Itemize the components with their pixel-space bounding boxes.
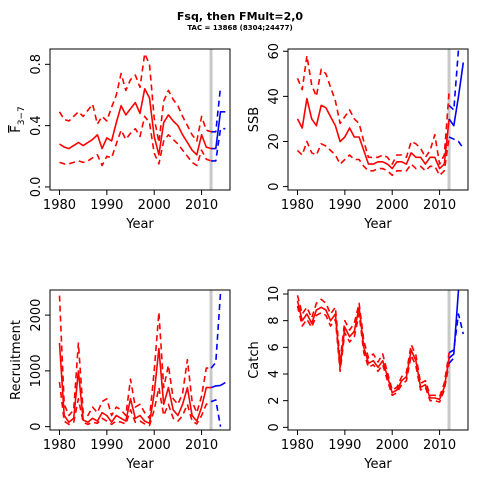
series-history-median (296, 300, 450, 401)
x-axis-label: Year (125, 217, 154, 232)
x-axis-label: Year (363, 217, 392, 232)
y-axis-label: Catch (247, 341, 262, 379)
series-history-upper (58, 52, 212, 144)
x-axis-label: Year (363, 457, 392, 472)
y-tick-label: 0.8 (29, 54, 44, 75)
series-projection-median (448, 62, 465, 127)
x-tick-label: 2000 (138, 438, 171, 453)
x-tick-label: 2010 (185, 198, 218, 213)
x-tick-label: 1980 (43, 438, 76, 453)
series-projection-upper (210, 292, 222, 369)
series-history-lower (296, 136, 450, 177)
y-tick-label: 1000 (29, 354, 44, 387)
y-tick-label: 0 (29, 423, 44, 431)
panel-f: 1980 1990 2000 2010 0.0 0.4 0.8 Year F3−7 (9, 48, 231, 232)
x-tick-label: 2000 (376, 198, 409, 213)
series-history-upper (296, 295, 450, 398)
series-history-lower (58, 381, 212, 427)
series-history-lower (296, 305, 450, 403)
x-tick-label: 2010 (185, 438, 218, 453)
y-axis-label: SSB (247, 107, 262, 132)
x-tick-label: 2010 (423, 438, 456, 453)
series-projection-lower (210, 399, 222, 427)
panel-catch: 1980 1990 2000 2010 0 2 4 6 8 10 Year Catch (247, 286, 469, 472)
series-projection-median (210, 381, 226, 389)
x-tick-label: 1990 (328, 198, 361, 213)
y-tick-label: 2 (267, 397, 282, 405)
series-history-lower (59, 115, 212, 167)
series-projection-lower (211, 127, 226, 162)
series-projection-lower (448, 136, 464, 149)
series-projection-upper (448, 49, 460, 111)
x-tick-label: 1980 (43, 198, 76, 213)
y-tick-label: 2000 (29, 299, 44, 332)
y-tick-label: 8 (267, 317, 282, 325)
panel-ssb: 1980 1990 2000 2010 0 20 40 60 Year SSB (247, 43, 469, 232)
y-axis-label: F3−7 (9, 106, 27, 132)
x-tick-label: 1980 (281, 198, 314, 213)
series-history-median (296, 97, 450, 170)
x-tick-label: 1990 (90, 438, 123, 453)
y-tick-label: 0.4 (29, 115, 44, 136)
series-history-median (59, 88, 212, 156)
x-tick-label: 2000 (138, 198, 171, 213)
y-axis-label: Recruitment (9, 320, 24, 400)
x-tick-label: 1990 (90, 198, 123, 213)
y-tick-label: 6 (267, 343, 282, 351)
plot-frame (287, 289, 469, 431)
plot-frame (49, 48, 231, 191)
x-tick-label: 2010 (423, 198, 456, 213)
series-projection-lower (448, 357, 455, 364)
chart-subtitle: TAC = 13868 (8304;24477) (187, 24, 293, 32)
y-tick-label: 60 (267, 43, 282, 60)
plot-frame (287, 48, 469, 191)
plot-frame (49, 289, 231, 431)
x-tick-label: 1990 (328, 438, 361, 453)
y-tick-label: 4 (267, 370, 282, 378)
panel-recruitment: 1980 1990 2000 2010 0 1000 2000 Year Recruitment (9, 289, 231, 472)
series-projection-upper (211, 87, 222, 133)
series-projection-median (211, 111, 226, 150)
x-tick-label: 1980 (281, 438, 314, 453)
x-axis-label: Year (125, 457, 154, 472)
series-history-upper (58, 295, 212, 420)
x-tick-label: 2000 (376, 438, 409, 453)
y-tick-label: 0 (267, 182, 282, 190)
series-history-median (58, 342, 212, 425)
series-projection-upper (448, 313, 465, 354)
y-tick-label: 0.0 (29, 177, 44, 198)
y-tick-label: 0 (267, 423, 282, 431)
chart-title: Fsq, then FMult=2,0 (176, 10, 304, 23)
y-tick-label: 20 (267, 133, 282, 150)
series-projection-median (448, 290, 460, 359)
y-tick-label: 40 (267, 88, 282, 105)
y-tick-label: 10 (267, 286, 282, 303)
